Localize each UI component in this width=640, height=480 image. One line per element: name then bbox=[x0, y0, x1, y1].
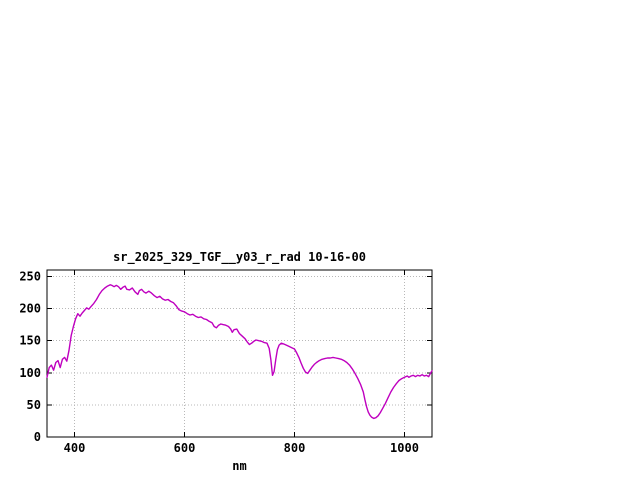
y-tick-label: 50 bbox=[27, 398, 41, 412]
x-tick-label: 600 bbox=[174, 441, 196, 455]
chart-title: sr_2025_329_TGF__y03_r_rad 10-16-00 bbox=[113, 250, 366, 264]
y-tick-label: 0 bbox=[34, 430, 41, 444]
plot-border bbox=[46, 269, 433, 438]
x-tick-label: 800 bbox=[284, 441, 306, 455]
data-line bbox=[46, 284, 433, 420]
x-axis-label: nm bbox=[232, 459, 247, 473]
x-tick-label: 400 bbox=[64, 441, 86, 455]
y-tick-label: 200 bbox=[19, 302, 41, 316]
x-tick-label: 1000 bbox=[390, 441, 419, 455]
y-tick-label: 250 bbox=[19, 269, 41, 283]
y-tick-label: 100 bbox=[19, 366, 41, 380]
y-tick-label: 150 bbox=[19, 334, 41, 348]
